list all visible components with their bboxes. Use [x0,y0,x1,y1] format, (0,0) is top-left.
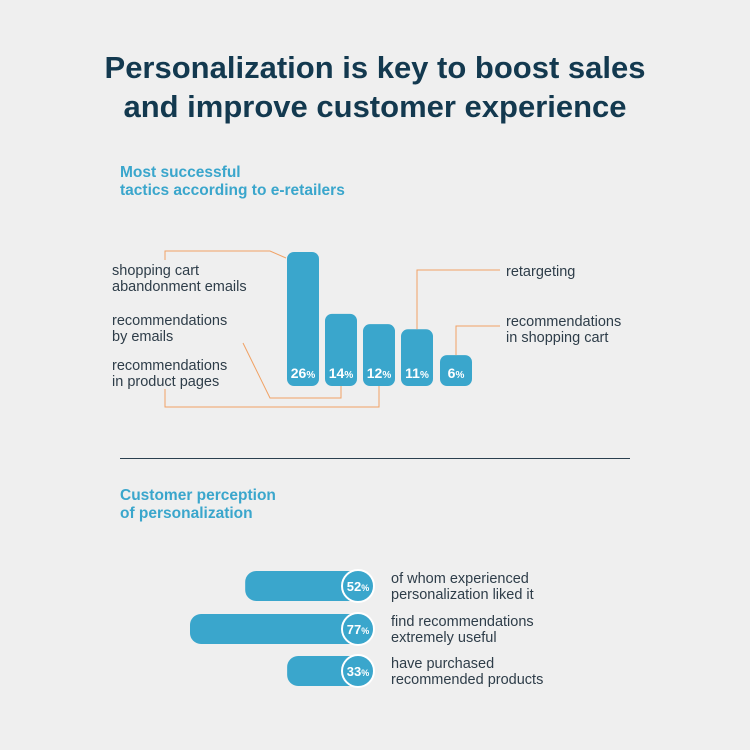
tactic-label-5-line-1: recommendations [506,314,621,330]
title-line-1: Personalization is key to boost sales [104,50,646,85]
tactic-label-2-line-1: recommendations [112,313,227,329]
perception-bar-3 [287,656,360,686]
leader-line-3 [164,386,380,408]
title-line-2: and improve customer experience [123,89,627,124]
perception-value-3: 33% [347,664,369,679]
tactic-value-4: 11% [405,365,429,381]
tactic-label-4-line-1: retargeting [506,264,575,280]
perception-bar-2 [190,614,360,644]
leader-line-5 [455,325,500,356]
perception-label-1-line-2: personalization liked it [391,587,534,603]
tactic-label-5-line-2: in shopping cart [506,330,608,346]
tactic-value-3: 12% [367,365,392,381]
perception-section-title: Customer perception of personalization [120,487,276,523]
tactic-value-5: 6% [448,365,465,381]
tactic-label-1-line-1: shopping cart [112,263,199,279]
leader-line-2 [242,342,342,399]
tactic-label-1-line-2: abandonment emails [112,279,247,295]
tactic-bar-4 [401,329,433,386]
perception-value-2: 77% [347,622,369,637]
perception-label-2-line-2: extremely useful [391,630,497,646]
perception-value-1: 52% [347,579,369,594]
perception-badge-2 [341,612,375,646]
tactics-title-line-2: tactics according to e-retailers [120,182,345,199]
tactic-bar-3 [363,324,395,386]
perception-label-2-line-1: find recommendations [391,614,534,630]
perception-title-line-2: of personalization [120,505,253,522]
tactic-value-2: 14% [329,365,354,381]
tactic-label-3-line-2: in product pages [112,374,219,390]
tactics-title-line-1: Most successful [120,164,241,181]
tactics-section-title: Most successful tactics according to e-r… [120,164,345,200]
tactic-label-2-line-2: by emails [112,329,173,345]
perception-badge-1 [341,569,375,603]
perception-title-line-1: Customer perception [120,487,276,504]
perception-bar-1 [245,571,360,601]
leader-line-4 [416,269,500,330]
tactic-bar-1 [287,252,319,386]
perception-label-3-line-2: recommended products [391,672,543,688]
tactic-label-3-line-1: recommendations [112,358,227,374]
tactic-value-1: 26% [291,365,316,381]
infographic-title: Personalization is key to boost sales an… [0,48,750,126]
section-divider [120,458,630,459]
perception-label-3-line-1: have purchased [391,656,494,672]
tactic-bar-5 [440,355,472,386]
leader-line-1 [164,250,287,260]
perception-badge-3 [341,654,375,688]
tactic-bar-2 [325,313,357,386]
perception-label-1-line-1: of whom experienced [391,571,529,587]
